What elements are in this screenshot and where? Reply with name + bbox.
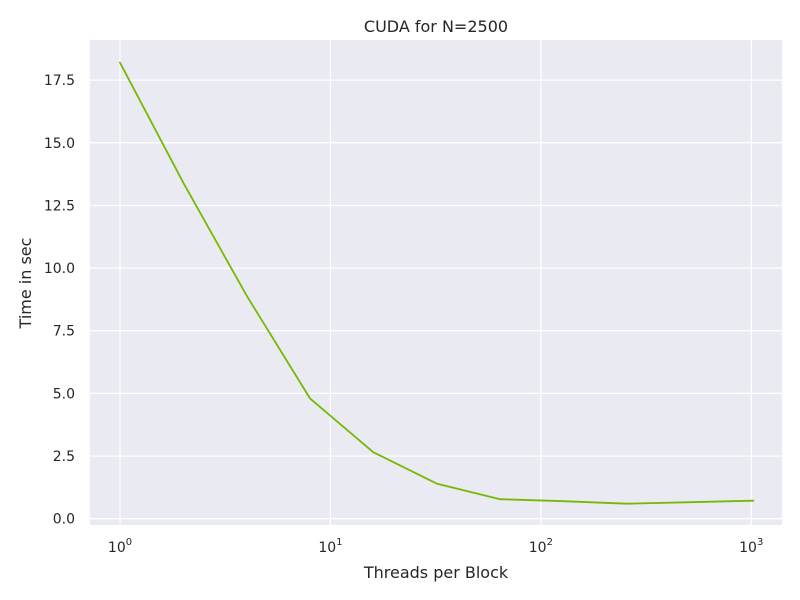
x-tick-label: 102 — [529, 537, 553, 556]
y-tick-label: 2.5 — [53, 449, 75, 465]
y-tick-label: 15.0 — [44, 136, 75, 152]
y-tick-label: 12.5 — [44, 198, 75, 214]
x-gridlines — [119, 40, 752, 525]
y-tick-label: 0.0 — [53, 512, 75, 528]
x-tick-label: 100 — [108, 537, 132, 556]
y-tick-labels: 0.0 2.5 5.0 7.5 10.0 12.5 15.0 17.5 — [44, 73, 75, 528]
y-tick-label: 7.5 — [53, 324, 75, 340]
x-tick-label: 103 — [739, 537, 763, 556]
y-gridlines — [90, 79, 782, 520]
plot-area — [90, 40, 782, 525]
y-tick-label: 5.0 — [53, 386, 75, 402]
x-axis-label: Threads per Block — [363, 563, 509, 582]
y-axis-label: Time in sec — [16, 238, 35, 330]
y-tick-label: 17.5 — [44, 73, 75, 89]
x-tick-label: 101 — [318, 537, 342, 556]
series-line — [119, 61, 755, 505]
y-tick-label: 10.0 — [44, 261, 75, 277]
chart-title: CUDA for N=2500 — [364, 17, 508, 36]
series-layer — [119, 61, 755, 505]
x-tick-labels: 100 101 102 103 — [108, 537, 763, 556]
